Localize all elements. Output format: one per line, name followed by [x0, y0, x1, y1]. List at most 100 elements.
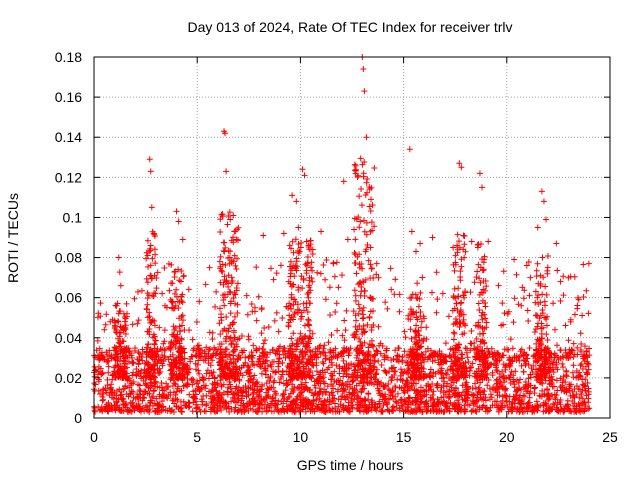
data-point: [460, 316, 467, 323]
data-point: [230, 212, 237, 219]
data-point: [330, 385, 337, 392]
data-point: [121, 313, 128, 320]
data-point: [457, 300, 464, 307]
data-point: [230, 355, 237, 362]
data-point: [395, 400, 402, 407]
data-point: [171, 269, 178, 276]
data-point: [219, 268, 226, 275]
data-point: [326, 284, 333, 291]
data-point: [365, 390, 372, 397]
data-point: [297, 370, 304, 377]
data-point: [226, 408, 233, 415]
data-point: [423, 336, 430, 343]
data-point: [143, 249, 150, 256]
data-point: [341, 337, 348, 344]
data-point: [169, 298, 176, 305]
data-point: [197, 353, 204, 360]
data-point: [221, 276, 228, 283]
data-point: [450, 329, 457, 336]
data-point: [201, 407, 208, 414]
data-point: [228, 398, 235, 405]
data-point: [579, 401, 586, 408]
data-point: [413, 367, 420, 374]
data-point: [280, 400, 287, 407]
data-point: [288, 245, 295, 252]
data-point: [177, 354, 184, 361]
data-point: [301, 333, 308, 340]
data-point: [555, 356, 562, 363]
data-point: [225, 213, 232, 220]
data-point: [303, 270, 310, 277]
data-point: [366, 380, 373, 387]
data-point: [371, 164, 378, 171]
data-point: [193, 405, 200, 412]
data-point: [487, 391, 494, 398]
data-point: [552, 394, 559, 401]
data-point: [545, 253, 552, 260]
data-point: [136, 391, 143, 398]
y-tick-label: 0.1: [63, 209, 83, 225]
data-point: [415, 353, 422, 360]
data-point: [258, 306, 265, 313]
data-point: [307, 335, 314, 342]
data-point: [372, 351, 379, 358]
data-point: [576, 402, 583, 409]
data-point: [167, 345, 174, 352]
data-point: [287, 401, 294, 408]
data-point: [361, 159, 368, 166]
data-point: [355, 301, 362, 308]
data-point: [539, 310, 546, 317]
data-point: [361, 88, 368, 95]
y-tick-label: 0.06: [55, 290, 82, 306]
data-point: [353, 354, 360, 361]
data-point: [167, 408, 174, 415]
data-point: [530, 353, 537, 360]
data-point: [221, 248, 228, 255]
data-point: [134, 320, 141, 327]
data-point: [147, 262, 154, 269]
data-point: [446, 353, 453, 360]
data-point: [571, 385, 578, 392]
data-point: [539, 254, 546, 261]
data-point: [138, 287, 145, 294]
data-point: [456, 238, 463, 245]
data-point: [262, 337, 269, 344]
data-point: [192, 391, 199, 398]
data-point: [429, 402, 436, 409]
data-point: [202, 408, 209, 415]
data-point: [196, 377, 203, 384]
data-point: [403, 369, 410, 376]
data-point: [366, 314, 373, 321]
data-point: [352, 371, 359, 378]
data-point: [251, 304, 258, 311]
data-point: [479, 316, 486, 323]
data-point: [495, 282, 502, 289]
data-point: [123, 373, 130, 380]
data-point: [474, 343, 481, 350]
data-point: [136, 404, 143, 411]
data-point: [289, 342, 296, 349]
data-point: [305, 242, 312, 249]
data-point: [194, 343, 201, 350]
data-point: [254, 378, 261, 385]
data-point: [454, 246, 461, 253]
data-point: [142, 374, 149, 381]
data-point: [459, 382, 466, 389]
data-point: [518, 386, 525, 393]
data-point: [225, 254, 232, 261]
data-point: [233, 287, 240, 294]
data-point: [414, 366, 421, 373]
data-point: [501, 375, 508, 382]
data-point: [118, 395, 125, 402]
data-point: [442, 340, 449, 347]
data-point: [304, 308, 311, 315]
data-point: [367, 374, 374, 381]
data-point: [412, 402, 419, 409]
data-point: [99, 408, 106, 415]
data-point: [146, 402, 153, 409]
data-point: [304, 259, 311, 266]
data-point: [256, 391, 263, 398]
data-point: [511, 381, 518, 388]
data-point: [520, 295, 527, 302]
data-point: [284, 408, 291, 415]
